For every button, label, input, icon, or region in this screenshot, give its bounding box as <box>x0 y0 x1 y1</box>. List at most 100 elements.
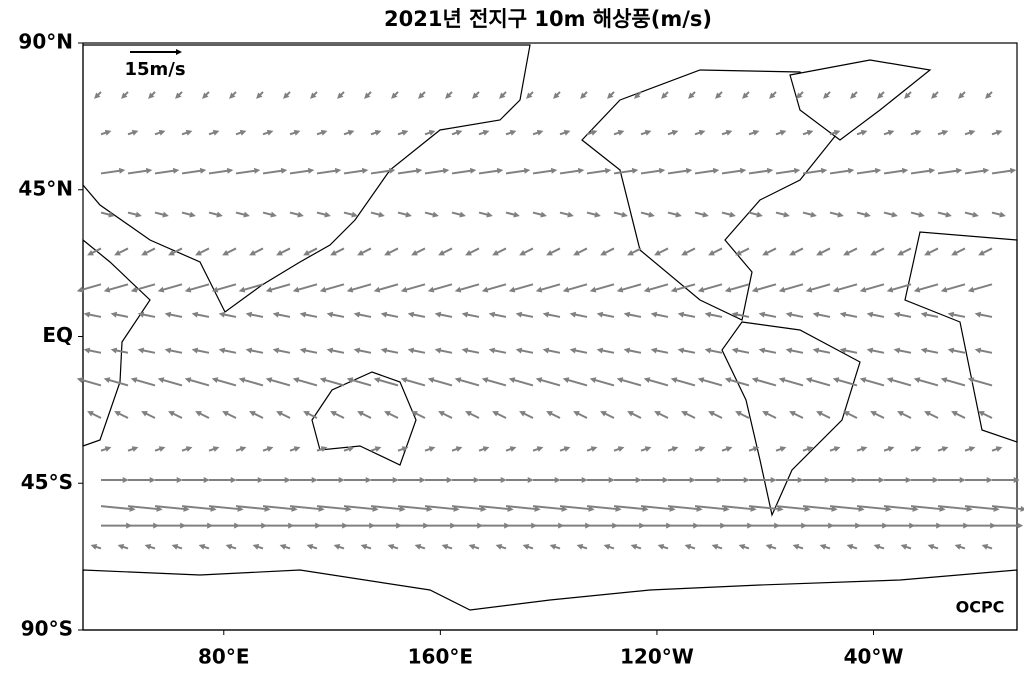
wind-vector <box>910 211 925 218</box>
wind-vector <box>397 446 409 452</box>
wind-vector <box>560 522 592 529</box>
wind-vector <box>499 91 507 99</box>
wind-vector <box>505 129 517 136</box>
wind-vector <box>974 311 993 318</box>
wind-vector <box>897 247 912 256</box>
wind-vector <box>451 167 477 175</box>
wind-vector <box>758 311 777 318</box>
wind-vector <box>586 446 598 452</box>
wind-vector <box>616 283 642 293</box>
wind-vector <box>451 211 466 218</box>
wind-vector <box>454 283 480 293</box>
wind-vector <box>110 311 129 318</box>
wind-vector <box>910 446 922 452</box>
wind-vector <box>910 129 922 136</box>
wind-vector <box>154 129 166 136</box>
wind-vector <box>272 311 291 318</box>
wind-vector <box>326 347 345 354</box>
wind-vector <box>262 129 274 136</box>
wind-vector <box>573 411 588 419</box>
wind-vector <box>208 446 220 452</box>
wind-vector <box>580 91 588 99</box>
wind-vector <box>279 544 291 550</box>
wind-vector <box>330 411 345 419</box>
wind-vector <box>100 211 115 218</box>
wind-vector <box>519 411 534 419</box>
wind-vector <box>546 411 561 419</box>
wind-vector <box>856 167 882 175</box>
wind-vector <box>991 129 1003 136</box>
wind-vector <box>424 446 436 452</box>
wind-vector <box>546 247 561 256</box>
wind-vector <box>319 283 345 293</box>
wind-vector <box>121 91 129 99</box>
wind-vector <box>445 91 453 99</box>
wind-vector <box>640 167 666 175</box>
wind-vector <box>130 377 156 387</box>
wind-vector <box>650 347 669 354</box>
wind-vector <box>508 377 534 387</box>
wind-vector <box>461 347 480 354</box>
wind-vector <box>384 247 399 256</box>
wind-vector <box>316 167 342 175</box>
wind-vector <box>967 377 993 387</box>
wind-vector <box>677 311 696 318</box>
wind-vector <box>721 167 747 175</box>
wind-vector <box>164 311 183 318</box>
wind-vector <box>182 476 210 483</box>
wind-vector <box>265 283 291 293</box>
wind-vector <box>684 544 696 550</box>
wind-vector <box>265 377 291 387</box>
wind-vector <box>303 411 318 419</box>
wind-vector <box>333 544 345 550</box>
wind-vector <box>479 522 511 529</box>
wind-vector <box>391 91 399 99</box>
wind-vector <box>141 247 156 256</box>
wind-vector <box>195 411 210 419</box>
wind-vector <box>937 505 973 512</box>
wind-vector <box>587 522 619 529</box>
wind-vector <box>424 505 460 512</box>
y-tick-label: EQ <box>42 323 73 347</box>
wind-vector <box>991 446 1003 452</box>
wind-vector <box>505 446 517 452</box>
wind-vector <box>182 522 214 529</box>
wind-vector <box>721 505 757 512</box>
wind-vector <box>198 544 210 550</box>
wind-vector <box>694 446 706 452</box>
wind-vector <box>427 283 453 293</box>
wind-vector <box>883 505 919 512</box>
wind-vector <box>802 129 814 136</box>
wind-vector <box>441 544 453 550</box>
wind-vector <box>643 283 669 293</box>
wind-vector <box>978 247 993 256</box>
wind-vector <box>532 129 544 136</box>
wind-vector <box>614 476 642 483</box>
wind-vector <box>843 411 858 419</box>
wind-vector <box>263 476 291 483</box>
wind-vector <box>697 377 723 387</box>
coastlines <box>82 44 1018 631</box>
wind-vector <box>616 377 642 387</box>
wind-vector <box>668 522 700 529</box>
wind-vector <box>965 476 993 483</box>
wind-vector <box>748 167 774 175</box>
wind-vector <box>478 129 490 136</box>
y-tick-label: 90°N <box>18 30 73 54</box>
wind-vector <box>586 211 601 218</box>
wind-vector <box>492 247 507 256</box>
wind-vector <box>157 283 183 293</box>
wind-vector <box>661 91 669 99</box>
wind-vector <box>407 311 426 318</box>
wind-vector <box>83 311 102 318</box>
wind-vector <box>650 311 669 318</box>
wind-vector <box>526 91 534 99</box>
wind-vector <box>505 505 541 512</box>
wind-vector <box>114 247 129 256</box>
wind-vector <box>667 129 679 136</box>
wind-vector <box>292 283 318 293</box>
wind-vector <box>505 211 520 218</box>
wind-vector <box>479 476 507 483</box>
wind-vector <box>758 347 777 354</box>
wind-vector <box>641 476 669 483</box>
